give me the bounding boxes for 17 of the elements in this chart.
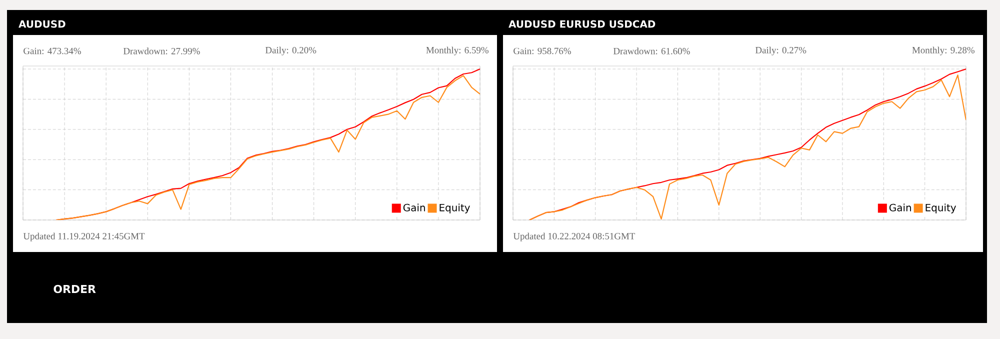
text: Updated 10.22.2024 08:51GMT: [513, 232, 636, 242]
legend-label: Equity: [440, 204, 470, 214]
text: Monthly: 9.28%: [912, 46, 974, 56]
text: Gain: 958.76%: [514, 48, 571, 54]
text: Drawdown: 61.60%: [613, 48, 690, 54]
chart-title: AUDUSD EURUSD USDCAD: [508, 20, 656, 28]
text: Gain: 473.34%: [24, 48, 81, 54]
text: ORDER: [54, 284, 96, 294]
text: Monthly: 6.59%: [426, 46, 488, 56]
text: Daily: 0.20%: [265, 46, 316, 56]
chart-title: AUDUSD: [18, 20, 66, 28]
text: Updated 11.19.2024 21:45GMT: [23, 232, 145, 242]
legend-label: Gain: [889, 204, 911, 212]
text: Drawdown: 27.99%: [123, 48, 200, 54]
text: Daily: 0.27%: [755, 46, 806, 56]
legend-label: Equity: [926, 204, 956, 214]
legend-label: Gain: [403, 204, 425, 212]
